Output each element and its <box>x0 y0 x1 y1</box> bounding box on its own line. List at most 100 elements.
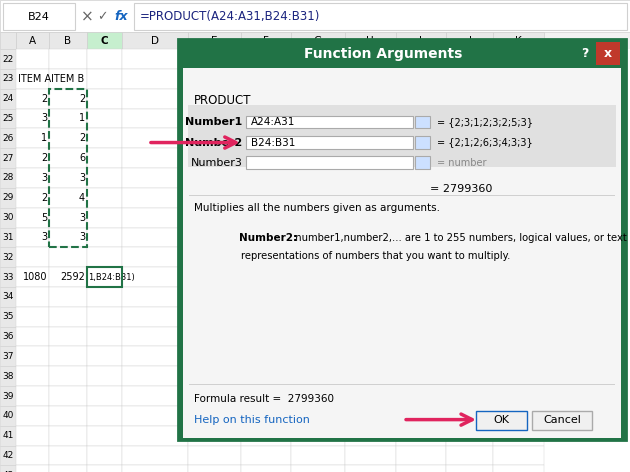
Bar <box>87 89 122 109</box>
Bar <box>87 287 122 307</box>
Bar <box>188 267 241 287</box>
Bar <box>493 89 544 109</box>
Bar <box>87 307 122 327</box>
Bar <box>122 287 188 307</box>
Bar <box>241 327 291 346</box>
Bar <box>122 208 188 228</box>
Bar <box>291 386 345 406</box>
Bar <box>446 327 493 346</box>
Bar <box>188 307 241 327</box>
Bar <box>0 327 16 346</box>
Bar <box>122 109 188 128</box>
Text: 32: 32 <box>3 253 14 262</box>
Bar <box>446 267 493 287</box>
Bar <box>291 69 345 89</box>
Text: PRODUCT: PRODUCT <box>194 94 251 107</box>
Bar <box>0 446 16 465</box>
Text: number1,number2,... are 1 to 255 numbers, logical values, or text: number1,number2,... are 1 to 255 numbers… <box>289 233 626 243</box>
Text: ?: ? <box>581 47 588 60</box>
Bar <box>493 267 544 287</box>
Bar <box>241 188 291 208</box>
Text: B: B <box>64 35 72 46</box>
Bar <box>345 148 396 168</box>
Bar <box>396 426 446 446</box>
Bar <box>16 69 49 89</box>
Bar <box>241 69 291 89</box>
Text: A24:A31: A24:A31 <box>251 117 295 127</box>
Bar <box>188 208 241 228</box>
Bar <box>122 247 188 267</box>
Bar <box>241 128 291 148</box>
Text: H: H <box>366 35 374 46</box>
Bar <box>188 69 241 89</box>
Bar <box>87 426 122 446</box>
Bar <box>188 128 241 148</box>
Bar <box>16 228 49 247</box>
Bar <box>291 346 345 366</box>
Bar <box>188 109 241 128</box>
Bar <box>188 105 616 167</box>
Bar <box>291 228 345 247</box>
Text: Formula result =  2799360: Formula result = 2799360 <box>194 394 334 404</box>
Bar <box>246 156 413 169</box>
Bar <box>493 406 544 426</box>
Text: 1: 1 <box>41 133 47 143</box>
Bar <box>345 247 396 267</box>
Bar <box>122 128 188 148</box>
Bar <box>291 307 345 327</box>
Bar <box>16 208 49 228</box>
Bar <box>291 89 345 109</box>
Bar <box>16 426 49 446</box>
Text: 3: 3 <box>41 173 47 183</box>
Text: fx: fx <box>114 10 128 23</box>
Bar <box>246 116 413 128</box>
Bar <box>291 128 345 148</box>
Bar <box>122 188 188 208</box>
Text: 42: 42 <box>3 451 14 460</box>
Bar <box>3 3 75 30</box>
Text: 29: 29 <box>3 193 14 202</box>
Bar <box>241 307 291 327</box>
Bar <box>241 148 291 168</box>
Bar <box>241 267 291 287</box>
Bar <box>189 195 615 196</box>
Text: 35: 35 <box>3 312 14 321</box>
Bar <box>0 128 16 148</box>
Bar <box>291 32 345 49</box>
Bar <box>493 307 544 327</box>
Bar <box>0 208 16 228</box>
Bar <box>396 327 446 346</box>
Text: 1080: 1080 <box>23 272 47 282</box>
Bar <box>396 168 446 188</box>
Bar <box>122 32 188 49</box>
Bar <box>16 327 49 346</box>
Bar <box>345 307 396 327</box>
Text: = {2;1;2;6;3;4;3;3}: = {2;1;2;6;3;4;3;3} <box>437 137 532 148</box>
Bar <box>122 69 188 89</box>
Bar <box>16 247 49 267</box>
Bar <box>493 188 544 208</box>
Bar <box>188 366 241 386</box>
Text: C: C <box>100 35 108 46</box>
Bar <box>241 426 291 446</box>
Text: E: E <box>211 35 217 46</box>
Bar <box>415 116 430 128</box>
Bar <box>396 446 446 465</box>
Bar <box>122 89 188 109</box>
Bar <box>396 406 446 426</box>
Bar <box>241 247 291 267</box>
Text: 31: 31 <box>3 233 14 242</box>
Bar <box>16 446 49 465</box>
Bar <box>183 68 621 438</box>
Bar <box>0 109 16 128</box>
Bar <box>396 307 446 327</box>
Text: 34: 34 <box>3 292 14 302</box>
Text: 43: 43 <box>3 471 14 472</box>
Bar <box>345 465 396 472</box>
Text: x: x <box>604 47 612 60</box>
Bar <box>49 128 87 148</box>
Text: = number: = number <box>437 158 486 168</box>
Bar <box>532 411 592 430</box>
Bar <box>396 148 446 168</box>
Bar <box>0 406 16 426</box>
